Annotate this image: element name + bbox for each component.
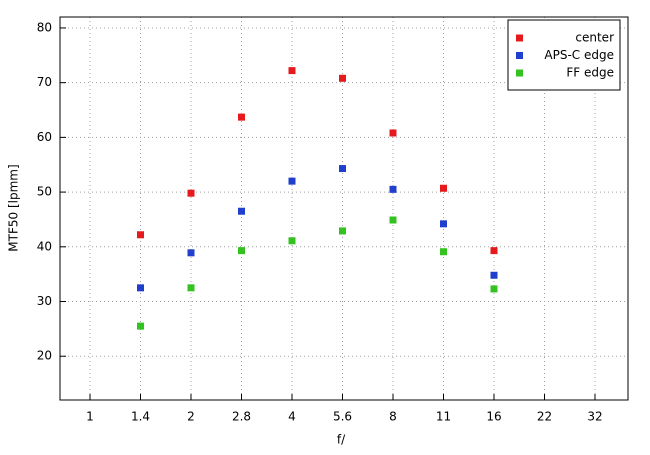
point [490, 247, 498, 255]
point [187, 189, 195, 197]
point [339, 74, 346, 82]
point [137, 284, 144, 292]
point [440, 220, 447, 228]
point [490, 271, 498, 279]
x-tick-label: 2.8 [232, 410, 251, 424]
x-tick-label: 4 [288, 410, 296, 424]
legend-box [507, 19, 621, 91]
point [137, 231, 144, 239]
legend-label: APS-C edge [544, 48, 614, 62]
point [339, 227, 346, 235]
x-tick-label: 16 [486, 410, 501, 424]
point [238, 113, 245, 121]
point [389, 216, 397, 224]
y-tick-label: 70 [37, 75, 52, 89]
x-axis-label: f/ [337, 433, 346, 447]
x-tick-label: 1 [86, 410, 94, 424]
point [389, 129, 397, 137]
y-tick-label: 50 [37, 185, 52, 199]
x-tick-label: 2 [187, 410, 195, 424]
point [339, 165, 346, 173]
legend-label: center [575, 31, 614, 45]
plot-frame [59, 16, 629, 401]
x-tick-label: 1.4 [131, 410, 150, 424]
point [288, 177, 296, 185]
legend-marker [516, 34, 523, 42]
point [238, 247, 245, 255]
x-tick-label: 22 [537, 410, 552, 424]
point [389, 185, 397, 193]
legend-marker [516, 69, 523, 77]
x-tick-label: 32 [587, 410, 602, 424]
point [490, 285, 498, 293]
point [187, 284, 195, 292]
x-tick-label: 8 [389, 410, 397, 424]
y-tick-label: 40 [37, 239, 52, 253]
point [137, 322, 144, 330]
y-tick-label: 20 [37, 349, 52, 363]
point [288, 237, 296, 245]
point [187, 249, 195, 257]
y-axis-label: MTF50 [lpmm] [7, 164, 21, 251]
legend-marker [516, 52, 523, 59]
x-tick-label: 11 [436, 410, 451, 424]
legend-label: FF edge [566, 66, 614, 80]
point [238, 207, 245, 215]
y-tick-label: 30 [37, 294, 52, 308]
y-tick-label: 80 [37, 20, 52, 34]
y-tick-label: 60 [37, 130, 52, 144]
x-tick-label: 5.6 [333, 410, 352, 424]
point [440, 184, 447, 192]
point [440, 248, 447, 256]
point [288, 67, 296, 75]
